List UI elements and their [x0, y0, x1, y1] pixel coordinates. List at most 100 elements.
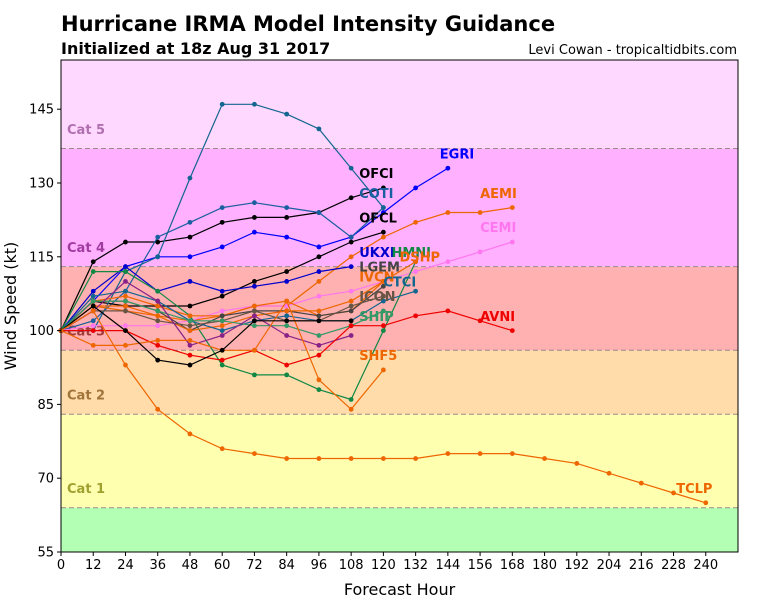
point-coti-12: [90, 318, 96, 324]
point-aemi-144: [445, 210, 451, 215]
band-cat-2: [61, 350, 738, 415]
point-egri-72: [252, 229, 257, 235]
x-tick-label-96: 96: [311, 558, 328, 573]
point-ukxi-108: [348, 264, 354, 270]
series-line-dshp: [60, 261, 416, 332]
point-avni-60: [219, 357, 225, 363]
point-dshp-72: [252, 303, 257, 309]
x-tick-label-240: 240: [693, 558, 718, 573]
x-tick-label-36: 36: [149, 558, 166, 573]
point-hmni-108: [348, 397, 354, 402]
point-tclp-84: [284, 456, 290, 461]
point-lgem-108: [348, 308, 354, 314]
point-icon-72: [252, 308, 257, 314]
point-lgem-96: [316, 313, 322, 319]
point-avni-168: [509, 328, 515, 333]
x-tick-label-12: 12: [85, 558, 102, 573]
chart-subtitle: Initialized at 18z Aug 31 2017: [61, 39, 330, 58]
point-ofcl-72: [252, 279, 257, 284]
point-ship-120: [380, 308, 386, 314]
point-shf5-48: [187, 338, 193, 343]
point-aemi-132: [413, 219, 419, 225]
point-shf5-12: [90, 342, 96, 348]
point-ctci-24: [123, 288, 128, 294]
point-nvgi-12: [90, 303, 96, 309]
series-line-hmni: [60, 261, 417, 401]
x-tick-label-156: 156: [468, 558, 493, 573]
point-tclp-204: [606, 470, 612, 476]
point-ivcn-60: [219, 323, 225, 329]
point-dshp-132: [413, 259, 419, 265]
point-hwrf-48: [187, 175, 193, 181]
series-label-egri: EGRI: [440, 147, 474, 162]
point-dshp-36: [155, 303, 161, 309]
series-label-ctci: CTCI: [383, 275, 416, 290]
point-hwrf-108: [348, 165, 354, 171]
point-hmni-120: [380, 328, 386, 333]
cat-label-cat-5: Cat 5: [67, 123, 105, 138]
point-tclp-60: [219, 446, 225, 452]
point-tclp-156: [477, 451, 483, 456]
model-series: [58, 101, 709, 506]
point-ship-84: [284, 323, 290, 329]
point-ivcn-108: [348, 298, 354, 304]
series-label-ukxi: UKXI: [359, 246, 395, 261]
point-coti-72: [252, 200, 257, 206]
point-cemi-24: [123, 323, 128, 329]
point-coti-60: [219, 205, 225, 211]
point-gfsi-60: [219, 333, 225, 338]
x-axis-ticks: 0 12 24 36 48 60 72 84 96 108 120 132 144 156 168 180 19…: [57, 552, 718, 573]
y-tick-label-85: 85: [37, 398, 54, 413]
x-tick-label-168: 168: [500, 558, 525, 573]
point-ctci-84: [284, 313, 290, 319]
point-gfsi-24: [123, 279, 128, 284]
point-ofci-84: [284, 215, 290, 220]
point-hmni-60: [219, 362, 225, 368]
point-egri-132: [413, 185, 419, 191]
point-dshp-48: [187, 313, 193, 319]
point-ofci-72: [252, 215, 257, 220]
point-tclp-240: [703, 500, 709, 506]
point-ship-36: [155, 308, 161, 314]
point-coti-36: [155, 234, 161, 240]
point-avni-156: [477, 318, 483, 324]
band-cat-5: [61, 60, 738, 149]
point-tclp-228: [671, 490, 676, 496]
point-hmni-84: [284, 372, 290, 378]
point-ivcn-24: [123, 303, 128, 309]
y-tick-label-115: 115: [29, 250, 54, 265]
point-egri-144: [445, 165, 451, 171]
point-ctci-120: [380, 298, 386, 304]
point-hwrf-96: [316, 126, 322, 132]
point-cemi-96: [316, 293, 322, 299]
x-tick-label-72: 72: [246, 558, 263, 573]
point-gfsi-84: [284, 333, 290, 338]
series-label-cemi: CEMI: [480, 221, 516, 236]
point-lgem-120: [380, 283, 386, 289]
point-avni-144: [445, 308, 451, 314]
point-shf5-36: [155, 338, 161, 343]
point-tclp-216: [638, 480, 644, 486]
point-ofcl-84: [284, 269, 290, 274]
y-tick-label-100: 100: [29, 324, 54, 339]
x-tick-label-144: 144: [435, 558, 460, 573]
point-tclp-168: [509, 451, 515, 456]
plot-frame: [60, 59, 739, 553]
series-label-ivcn: IVCN: [359, 270, 394, 285]
band-cat-4: [61, 148, 738, 267]
point-cemi-144: [445, 259, 451, 265]
x-axis-label: Forecast Hour: [344, 580, 456, 599]
point-cemi-168: [509, 239, 515, 245]
point-hmni-24: [123, 269, 128, 274]
series-line-ukxi: [60, 265, 352, 331]
point-tclp-12: [90, 308, 96, 314]
point-ivcn-84: [284, 308, 290, 314]
point-aemi-168: [509, 205, 515, 211]
point-ivcn-96: [316, 308, 322, 314]
point-shf5-72: [252, 347, 257, 353]
y-axis-label: Wind Speed (kt): [1, 242, 20, 371]
x-tick-label-120: 120: [371, 558, 396, 573]
point-hwrf-72: [252, 101, 257, 107]
